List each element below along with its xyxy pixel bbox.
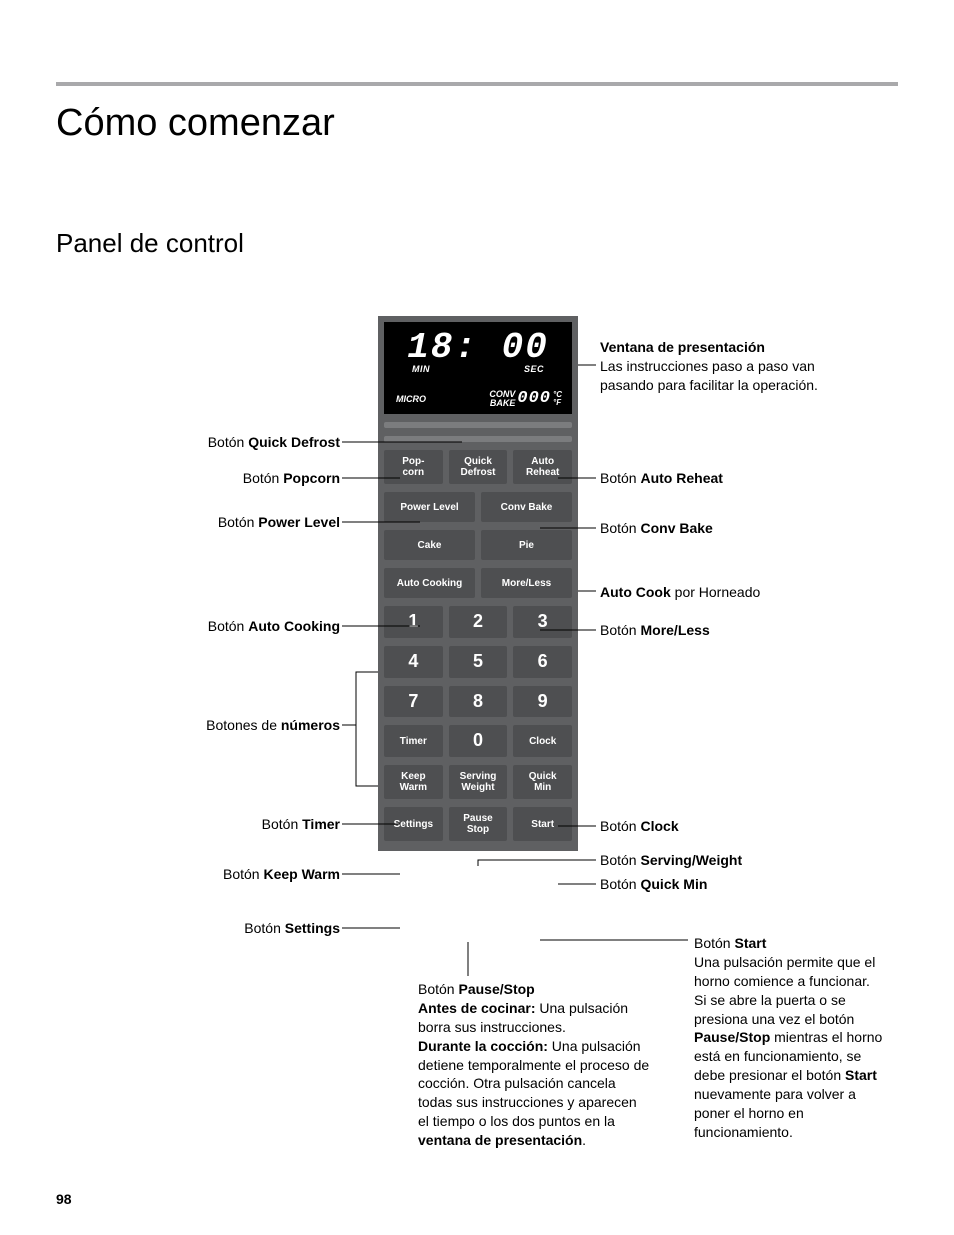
label-timer: Botón Timer xyxy=(262,816,340,832)
cake-button[interactable]: Cake xyxy=(384,530,475,560)
clock-button[interactable]: Clock xyxy=(513,725,572,757)
num-5-button[interactable]: 5 xyxy=(449,646,508,678)
keypad-row-1: 1 2 3 xyxy=(384,606,572,638)
row-popcorn-defrost-reheat: Pop- corn Quick Defrost Auto Reheat xyxy=(384,450,572,484)
unit-f: °F xyxy=(553,399,562,407)
divider-bar-1 xyxy=(384,422,572,428)
quick-min-button[interactable]: Quick Min xyxy=(513,765,572,799)
num-4-button[interactable]: 4 xyxy=(384,646,443,678)
auto-reheat-button[interactable]: Auto Reheat xyxy=(513,450,572,484)
keypad-row-2: 4 5 6 xyxy=(384,646,572,678)
more-less-button[interactable]: More/Less xyxy=(481,568,572,598)
display-main-segments: 18: 00 xyxy=(394,330,562,366)
btn-text: Weight xyxy=(461,782,494,793)
display-sec-label: SEC xyxy=(524,364,544,374)
top-rule xyxy=(56,82,898,86)
control-panel: 18: 00 MIN SEC MICRO CONV BAKE 000 °C °F… xyxy=(378,316,578,851)
num-0-button[interactable]: 0 xyxy=(449,725,508,757)
row-cake-pie: Cake Pie xyxy=(384,530,572,560)
label-auto-cooking: Botón Auto Cooking xyxy=(208,618,340,634)
btn-text: Warm xyxy=(400,782,427,793)
power-level-button[interactable]: Power Level xyxy=(384,492,475,522)
start-button[interactable]: Start xyxy=(513,807,572,841)
callout-pause-stop: Botón Pause/Stop Antes de cocinar: Una p… xyxy=(418,980,650,1150)
label-power-level: Botón Power Level xyxy=(218,514,340,530)
num-3-button[interactable]: 3 xyxy=(513,606,572,638)
num-8-button[interactable]: 8 xyxy=(449,686,508,718)
label-quick-defrost: Botón Quick Defrost xyxy=(208,434,340,450)
row-timer-0-clock: Timer 0 Clock xyxy=(384,725,572,757)
row-power-conv: Power Level Conv Bake xyxy=(384,492,572,522)
label-auto-reheat: Botón Auto Reheat xyxy=(600,470,723,486)
label-popcorn: Botón Popcorn xyxy=(243,470,340,486)
btn-text: Stop xyxy=(467,824,489,835)
serving-weight-button[interactable]: Serving Weight xyxy=(449,765,508,799)
auto-cooking-button[interactable]: Auto Cooking xyxy=(384,568,475,598)
btn-text: Serving xyxy=(460,771,497,782)
display-window: 18: 00 MIN SEC MICRO CONV BAKE 000 °C °F xyxy=(384,322,572,414)
keep-warm-button[interactable]: Keep Warm xyxy=(384,765,443,799)
label-quick-min: Botón Quick Min xyxy=(600,876,707,892)
num-1-button[interactable]: 1 xyxy=(384,606,443,638)
quick-defrost-button[interactable]: Quick Defrost xyxy=(449,450,508,484)
num-6-button[interactable]: 6 xyxy=(513,646,572,678)
row-keepwarm-serving-quickmin: Keep Warm Serving Weight Quick Min xyxy=(384,765,572,799)
btn-text: Auto xyxy=(531,456,554,467)
label-serving-weight: Botón Serving/Weight xyxy=(600,852,742,868)
num-7-button[interactable]: 7 xyxy=(384,686,443,718)
label-settings: Botón Settings xyxy=(244,920,340,936)
display-bake-label: BAKE xyxy=(489,399,515,407)
popcorn-button[interactable]: Pop- corn xyxy=(384,450,443,484)
pie-button[interactable]: Pie xyxy=(481,530,572,560)
callout-start: Botón Start Una pulsación permite que el… xyxy=(694,934,884,1142)
row-autocook-moreless: Auto Cooking More/Less xyxy=(384,568,572,598)
display-temp-segments: 000 xyxy=(517,389,551,408)
page-title: Cómo comenzar xyxy=(56,102,335,145)
label-conv-bake: Botón Conv Bake xyxy=(600,520,713,536)
label-keep-warm: Botón Keep Warm xyxy=(223,866,340,882)
display-conv-block: CONV BAKE 000 °C °F xyxy=(489,389,562,408)
btn-text: corn xyxy=(403,467,425,478)
label-more-less: Botón More/Less xyxy=(600,622,710,638)
btn-text: Reheat xyxy=(526,467,559,478)
section-title: Panel de control xyxy=(56,228,244,259)
btn-text: Defrost xyxy=(461,467,496,478)
settings-button[interactable]: Settings xyxy=(384,807,443,841)
timer-button[interactable]: Timer xyxy=(384,725,443,757)
label-auto-cook-bake: Auto Cook por Horneado xyxy=(600,584,760,600)
keypad-row-3: 7 8 9 xyxy=(384,686,572,718)
btn-text: Quick xyxy=(529,771,557,782)
divider-bar-2 xyxy=(384,436,572,442)
pause-stop-button[interactable]: Pause Stop xyxy=(449,807,508,841)
btn-text: Min xyxy=(534,782,551,793)
btn-text: Pause xyxy=(463,813,492,824)
display-min-label: MIN xyxy=(412,364,430,374)
btn-text: Quick xyxy=(464,456,492,467)
conv-bake-button[interactable]: Conv Bake xyxy=(481,492,572,522)
btn-text: Keep xyxy=(401,771,425,782)
callout-display-window: Ventana de presentación Las instruccione… xyxy=(600,338,860,395)
btn-text: Pop- xyxy=(402,456,424,467)
label-clock: Botón Clock xyxy=(600,818,679,834)
label-numbers: Botones de números xyxy=(206,717,340,733)
page-number: 98 xyxy=(56,1191,72,1207)
num-2-button[interactable]: 2 xyxy=(449,606,508,638)
num-9-button[interactable]: 9 xyxy=(513,686,572,718)
display-micro-label: MICRO xyxy=(396,394,426,404)
row-settings-pause-start: Settings Pause Stop Start xyxy=(384,807,572,841)
